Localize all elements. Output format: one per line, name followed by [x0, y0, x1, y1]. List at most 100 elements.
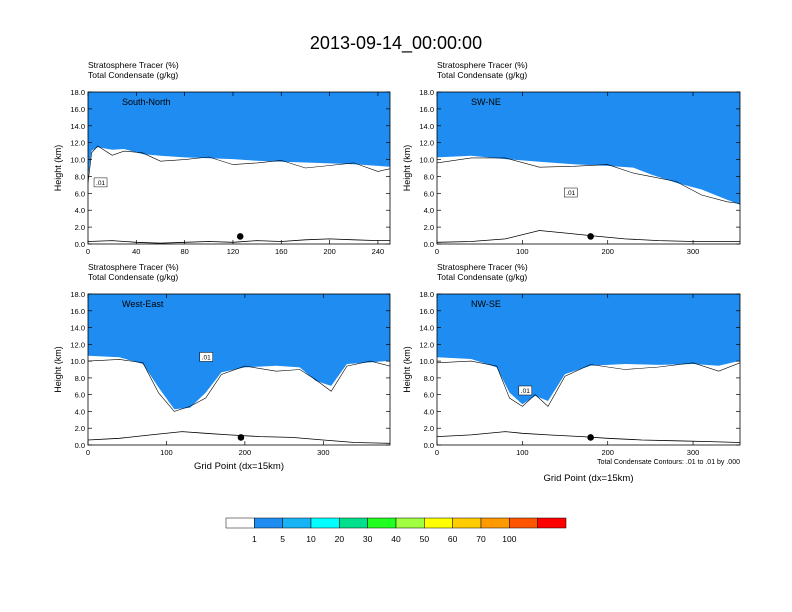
colorbar-swatch — [509, 517, 538, 529]
x-tick-label: 0 — [86, 448, 90, 457]
location-marker — [236, 233, 244, 240]
x-tick-label: 200 — [601, 448, 614, 457]
y-tick-label: 18.0 — [419, 290, 434, 299]
condensate-contour — [88, 145, 390, 184]
y-tick-label: 14.0 — [419, 122, 434, 131]
colorbar-label: 5 — [280, 534, 285, 544]
y-tick-label: 10.0 — [70, 156, 85, 165]
x-tick-label: 0 — [435, 448, 439, 457]
panel-1: Stratosphere Tracer (%)Total Condensate … — [53, 60, 391, 256]
tracer-band — [437, 92, 740, 205]
colorbar-label: 40 — [391, 534, 401, 544]
y-tick-label: 4.0 — [424, 407, 434, 416]
x-axis-label: Grid Point (dx=15km) — [543, 473, 633, 484]
x-tick-label: 300 — [687, 448, 700, 457]
colorbar-label: 30 — [363, 534, 373, 544]
x-tick-label: 40 — [132, 247, 140, 256]
contour-note: Total Condensate Contours: .01 to .01 by… — [597, 459, 740, 466]
terrain-line — [88, 431, 390, 444]
x-tick-label: 300 — [687, 247, 700, 256]
terrain-line — [437, 431, 740, 443]
condensate-contour — [437, 360, 740, 407]
y-tick-label: 4.0 — [424, 206, 434, 215]
plot-frame — [436, 293, 741, 446]
panel-4: Stratosphere Tracer (%)Total Condensate … — [402, 262, 741, 484]
x-tick-label: 200 — [323, 247, 336, 256]
y-tick-label: 2.0 — [75, 223, 85, 232]
y-tick-label: 2.0 — [424, 223, 434, 232]
y-tick-label: 16.0 — [419, 307, 434, 316]
colorbar-label: 100 — [502, 534, 516, 544]
tracer-band — [437, 294, 740, 405]
y-axis-label: Height (km) — [402, 346, 412, 393]
y-tick-label: 8.0 — [424, 374, 434, 383]
x-tick-label: 200 — [239, 448, 252, 457]
y-tick-label: 10.0 — [419, 357, 434, 366]
panel-2: Stratosphere Tracer (%)Total Condensate … — [402, 60, 741, 256]
x-tick-label: 0 — [435, 247, 439, 256]
plot-area — [88, 92, 390, 244]
location-marker — [587, 233, 594, 240]
y-tick-label: 8.0 — [424, 172, 434, 181]
y-axis-label: Height (km) — [53, 145, 63, 192]
y-tick-label: 10.0 — [419, 156, 434, 165]
condensate-contour — [437, 157, 740, 204]
panel-label: West-East — [122, 299, 164, 309]
colorbar-label: 20 — [335, 534, 345, 544]
y-tick-label: 0.0 — [75, 441, 85, 450]
colorbar-swatch — [480, 517, 510, 529]
y-tick-label: 12.0 — [70, 340, 85, 349]
colorbar-swatch — [367, 517, 397, 529]
colorbar-swatch — [254, 517, 283, 529]
plot-frame — [87, 91, 391, 245]
x-tick-label: 120 — [227, 247, 240, 256]
y-tick-label: 4.0 — [75, 407, 85, 416]
x-tick-label: 200 — [601, 247, 614, 256]
y-tick-label: 0.0 — [424, 441, 434, 450]
colorbar-swatch — [339, 517, 368, 529]
contour-label-box — [564, 187, 578, 198]
panel-title-line: Total Condensate (g/kg) — [437, 272, 527, 282]
y-tick-label: 14.0 — [419, 324, 434, 333]
contour-label-box — [518, 385, 533, 396]
colorbar-swatch — [452, 517, 482, 529]
panel-title-line: Stratosphere Tracer (%) — [88, 262, 179, 272]
plot-area — [437, 92, 740, 244]
y-tick-label: 14.0 — [70, 324, 85, 333]
contour-label-box — [93, 177, 108, 188]
y-tick-label: 18.0 — [70, 290, 85, 299]
y-tick-label: 6.0 — [424, 391, 434, 400]
panel-label: NW-SE — [471, 299, 501, 309]
y-axis-label: Height (km) — [402, 145, 412, 192]
y-tick-label: 6.0 — [75, 189, 85, 198]
contour-label: .01 — [566, 190, 575, 197]
x-tick-label: 100 — [160, 448, 173, 457]
panel-label: South-North — [122, 97, 171, 107]
plot-frame — [87, 293, 391, 446]
y-tick-label: 18.0 — [70, 88, 85, 97]
contour-label: .01 — [202, 354, 211, 361]
y-tick-label: 8.0 — [75, 172, 85, 181]
plot-area — [437, 294, 740, 445]
x-axis-label: Grid Point (dx=15km) — [194, 461, 284, 472]
y-tick-label: 0.0 — [424, 240, 434, 249]
y-tick-label: 4.0 — [75, 206, 85, 215]
panel-label: SW-NE — [471, 97, 501, 107]
panel-title-line: Total Condensate (g/kg) — [437, 70, 527, 80]
x-tick-label: 80 — [180, 247, 188, 256]
y-tick-label: 2.0 — [75, 424, 85, 433]
y-tick-label: 0.0 — [75, 240, 85, 249]
y-tick-label: 12.0 — [419, 139, 434, 148]
y-tick-label: 16.0 — [419, 105, 434, 114]
y-tick-label: 6.0 — [75, 391, 85, 400]
tracer-band — [88, 92, 390, 178]
contour-label: .01 — [521, 388, 530, 395]
contour-label-box — [199, 352, 213, 362]
y-tick-label: 8.0 — [75, 374, 85, 383]
x-tick-label: 240 — [372, 247, 385, 256]
y-tick-label: 18.0 — [419, 88, 434, 97]
x-tick-label: 100 — [516, 247, 529, 256]
colorbar-label: 10 — [306, 534, 316, 544]
x-tick-label: 300 — [317, 448, 330, 457]
